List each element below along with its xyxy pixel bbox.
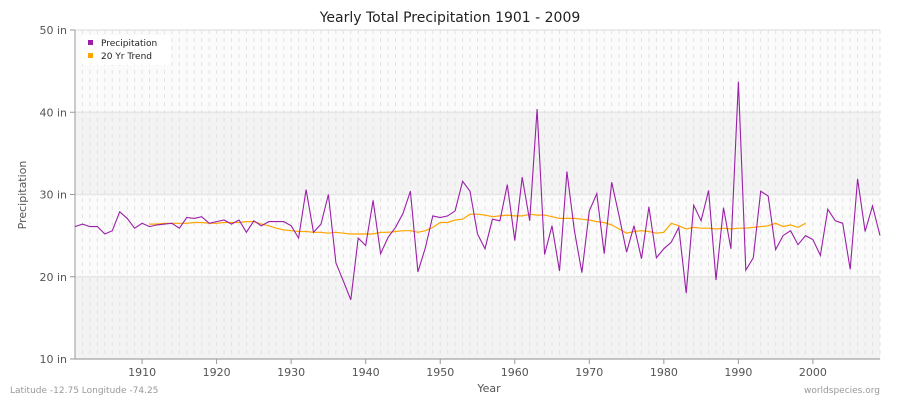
x-tick-label: 1970: [575, 366, 603, 379]
y-tick-label: 20 in: [39, 271, 67, 284]
chart-title: Yearly Total Precipitation 1901 - 2009: [319, 10, 581, 26]
y-tick-label: 30 in: [39, 189, 67, 202]
location-label: Latitude -12.75 Longitude -74.25: [10, 386, 158, 396]
legend-label-precipitation: Precipitation: [101, 39, 157, 49]
precipitation-line: [74, 81, 881, 301]
x-tick-label: 1980: [650, 366, 678, 379]
x-tick-label: 1990: [724, 366, 752, 379]
x-axis-label: Year: [476, 382, 501, 395]
legend-label-trend: 20 Yr Trend: [101, 52, 152, 62]
y-tick-label: 10 in: [39, 353, 67, 366]
x-tick-label: 1960: [501, 366, 529, 379]
y-tick-label: 50 in: [39, 24, 67, 37]
legend: Precipitation 20 Yr Trend: [81, 35, 171, 65]
trend-line: [149, 213, 806, 235]
x-tick-label: 1940: [352, 366, 380, 379]
x-tick-label: 2000: [799, 366, 827, 379]
legend-swatch-precipitation: [88, 40, 93, 45]
x-tick-label: 1910: [128, 366, 156, 379]
y-axis-label: Precipitation: [16, 161, 29, 230]
y-tick-label: 40 in: [39, 106, 67, 119]
x-tick-label: 1950: [426, 366, 454, 379]
legend-swatch-trend: [88, 53, 93, 58]
x-tick-label: 1920: [203, 366, 231, 379]
source-label: worldspecies.org: [804, 386, 880, 396]
x-tick-label: 1930: [277, 366, 305, 379]
